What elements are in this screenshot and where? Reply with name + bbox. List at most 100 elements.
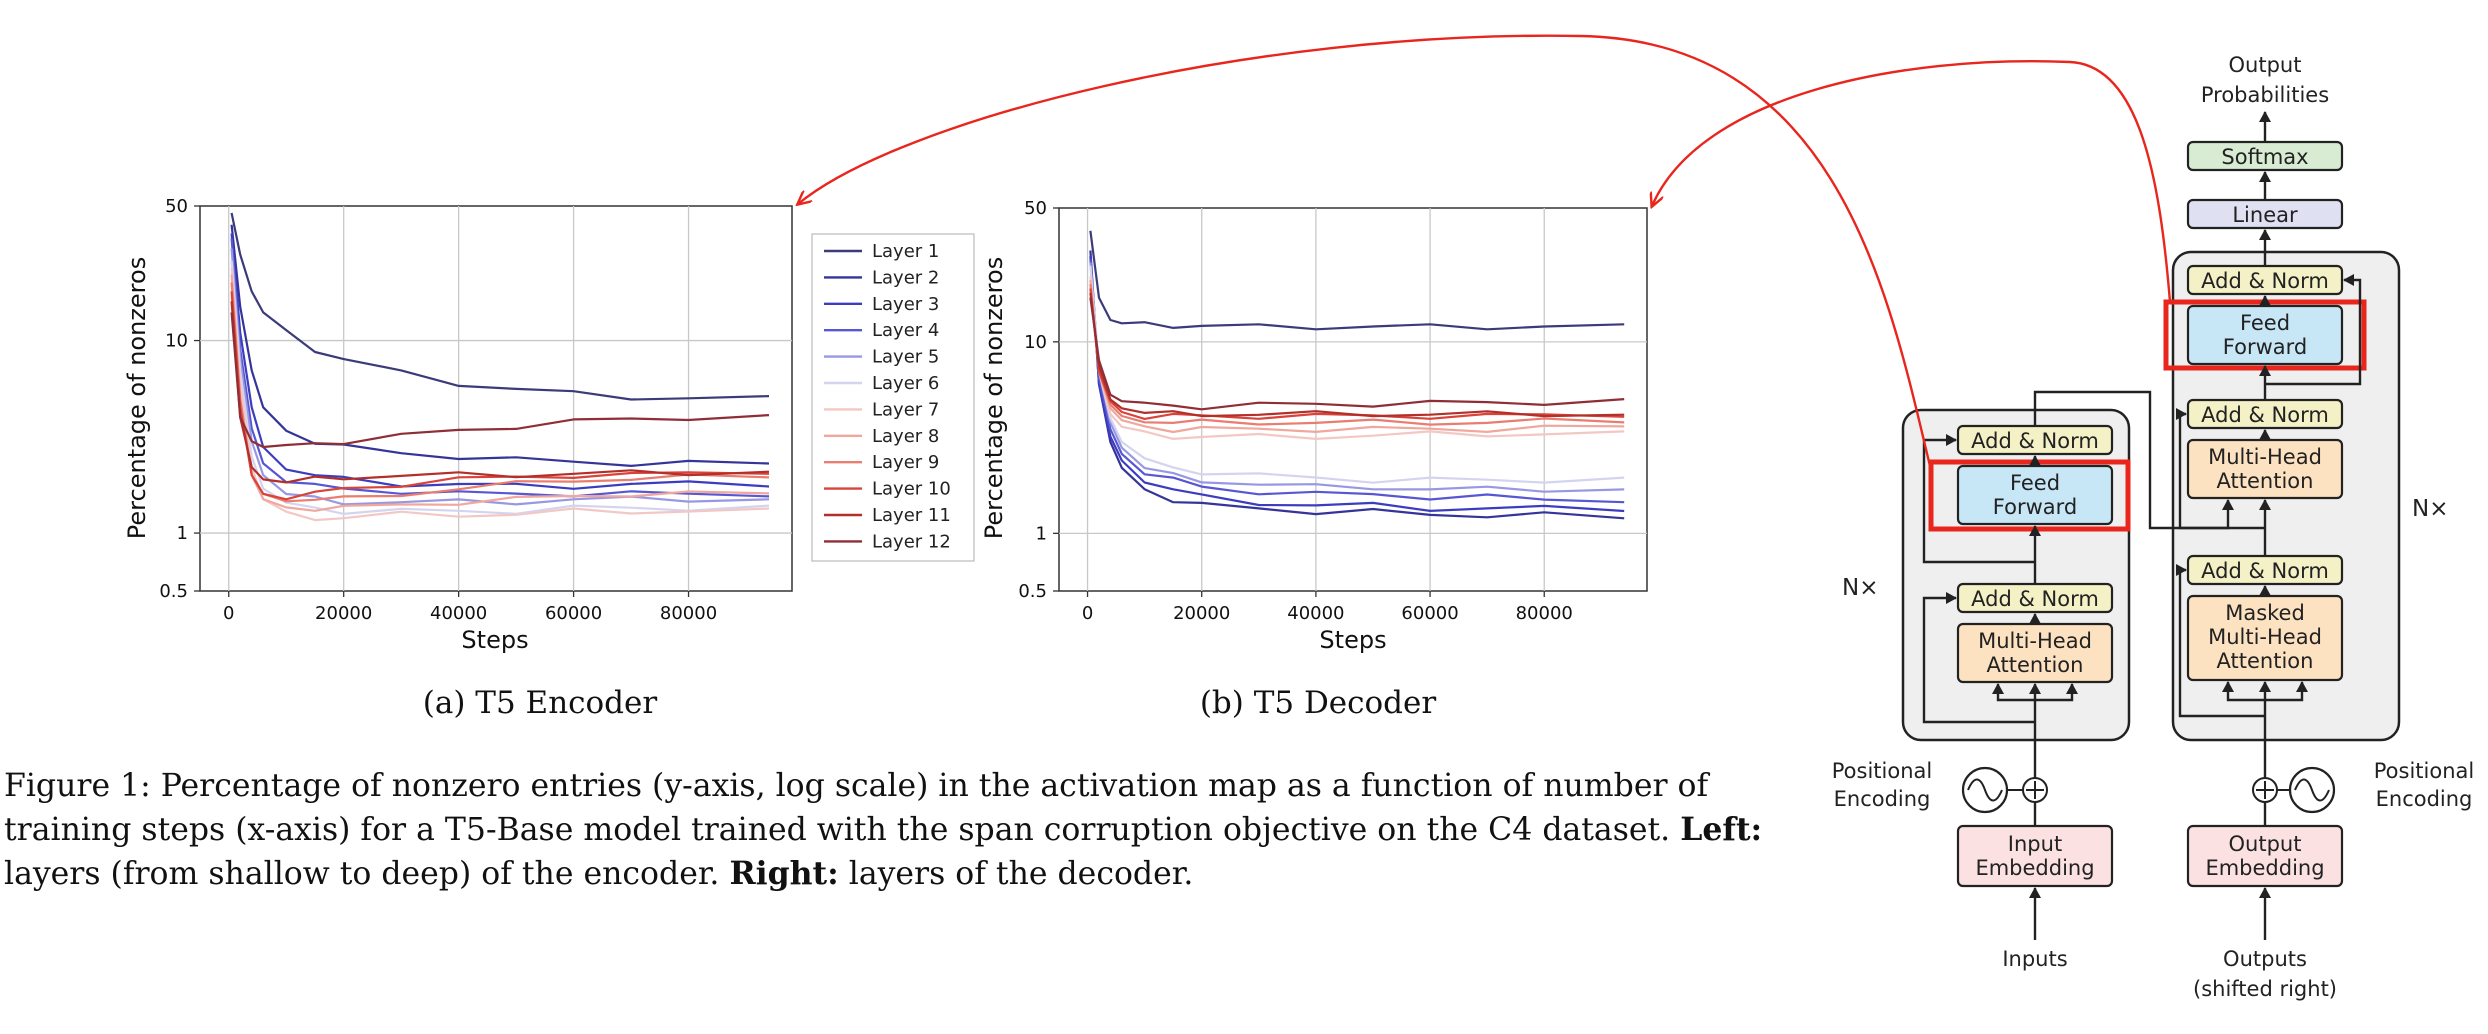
x-tick-labels: 0 20000 40000 60000 80000 — [1082, 591, 1573, 624]
linear-box: Linear — [2186, 198, 2344, 230]
legend-label: Layer 6 — [872, 373, 939, 394]
series-line-7 — [230, 267, 770, 522]
svg-text:Add & Norm: Add & Norm — [2201, 403, 2329, 427]
decoder-chart: 0 20000 40000 60000 80000 0.5 1 10 50 Steps Per… — [980, 198, 1648, 721]
series-line-7 — [1089, 276, 1625, 440]
grid-lines — [1059, 208, 1647, 591]
encoder-feed-forward: Feed Forward — [1956, 464, 2114, 526]
inputs-label: Inputs — [2002, 947, 2067, 971]
svg-text:Forward: Forward — [2223, 335, 2307, 359]
series-line-10 — [230, 291, 770, 501]
legend-label: Layer 12 — [872, 531, 951, 552]
x-tick-label: 0 — [1082, 603, 1093, 624]
legend-label: Layer 2 — [872, 267, 939, 288]
svg-text:Multi-Head: Multi-Head — [2208, 625, 2322, 649]
decoder-masked-attention: Masked Multi-Head Attention — [2186, 594, 2344, 682]
series-line-10 — [1089, 288, 1625, 420]
svg-text:Attention: Attention — [1987, 653, 2084, 677]
input-embedding-box: Input Embedding — [1956, 824, 2114, 888]
y-tick-label: 0.5 — [1018, 581, 1047, 602]
series-lines — [1089, 230, 1625, 520]
series-line-3 — [230, 233, 770, 490]
decoder-caption: (b) T5 Decoder — [1200, 685, 1437, 721]
svg-text:Add & Norm: Add & Norm — [1971, 587, 2099, 611]
svg-text:Add & Norm: Add & Norm — [1971, 429, 2099, 453]
add-icon — [2252, 777, 2278, 803]
x-axis-label: Steps — [461, 626, 528, 654]
x-tick-label: 40000 — [1287, 603, 1344, 624]
svg-text:Softmax: Softmax — [2221, 145, 2308, 169]
caption-text: Figure 1: Percentage of nonzero entries … — [4, 768, 1709, 848]
output-embedding-box: Output Embedding — [2186, 824, 2344, 888]
decoder-add-norm-bottom: Add & Norm — [2186, 554, 2344, 586]
x-tick-label: 20000 — [1173, 603, 1230, 624]
legend-label: Layer 1 — [872, 241, 939, 262]
svg-text:Multi-Head: Multi-Head — [1978, 629, 2092, 653]
add-icon — [2022, 777, 2048, 803]
series-line-1 — [1089, 230, 1625, 331]
series-line-6 — [1089, 265, 1625, 484]
caption-left-label: Left: — [1680, 811, 1763, 848]
series-line-9 — [1089, 284, 1625, 426]
svg-text:Masked: Masked — [2225, 601, 2305, 625]
outputs-label: Outputs — [2223, 947, 2307, 971]
transformer-diagram: Add & Norm Feed Forward Add & Norm Multi… — [798, 34, 2474, 1001]
encoder-chart: 0 20000 40000 60000 80000 0.5 1 10 50 Steps Per… — [123, 196, 975, 721]
x-tick-label: 20000 — [315, 603, 372, 624]
y-tick-labels: 0.5 1 10 50 — [159, 196, 200, 602]
legend-label: Layer 10 — [872, 479, 951, 500]
svg-text:Embedding: Embedding — [1975, 856, 2094, 880]
svg-text:Input: Input — [2008, 832, 2062, 856]
y-axis-label: Percentage of nonzeros — [123, 257, 151, 539]
positional-encoding-right: Positional — [2374, 759, 2474, 783]
x-axis-label: Steps — [1319, 626, 1386, 654]
legend-label: Layer 11 — [872, 505, 951, 526]
series-line-3 — [1089, 256, 1625, 513]
sine-wave-icon — [1961, 766, 2009, 814]
svg-text:Embedding: Embedding — [2205, 856, 2324, 880]
series-line-12 — [230, 312, 770, 449]
x-tick-label: 60000 — [545, 603, 602, 624]
legend: Layer 1 Layer 2 Layer 3 Layer 4 Layer 5 Layer… — [811, 233, 975, 562]
figure-caption: Figure 1: Percentage of nonzero entries … — [4, 764, 1794, 896]
encoder-ffn-arrow — [798, 34, 1932, 467]
svg-text:Forward: Forward — [1993, 495, 2077, 519]
series-line-12 — [1089, 297, 1625, 411]
series-line-2 — [230, 224, 770, 467]
positional-encoding-left-2: Encoding — [1834, 787, 1931, 811]
encoder-nx-label: N× — [1842, 575, 1878, 601]
encoder-multi-head-attention: Multi-Head Attention — [1956, 622, 2114, 684]
svg-text:Attention: Attention — [2217, 469, 2314, 493]
svg-text:Feed: Feed — [2240, 311, 2290, 335]
caption-right-label: Right: — [729, 855, 839, 892]
decoder-add-norm-top: Add & Norm — [2186, 264, 2344, 296]
series-line-11 — [1089, 292, 1625, 418]
x-tick-label: 40000 — [430, 603, 487, 624]
series-lines — [230, 212, 770, 522]
svg-text:Add & Norm: Add & Norm — [2201, 269, 2329, 293]
y-tick-label: 10 — [165, 331, 188, 352]
x-tick-label: 80000 — [660, 603, 717, 624]
x-tick-label: 80000 — [1516, 603, 1573, 624]
legend-label: Layer 4 — [872, 320, 939, 341]
positional-encoding-left: Positional — [1832, 759, 1932, 783]
positional-encoding-right-2: Encoding — [2376, 787, 2473, 811]
decoder-multi-head-attention: Multi-Head Attention — [2186, 438, 2344, 500]
decoder-ffn-arrow — [1652, 60, 2172, 303]
svg-text:Output: Output — [2229, 832, 2302, 856]
series-line-2 — [1089, 250, 1625, 520]
encoder-add-norm-top: Add & Norm — [1956, 424, 2114, 456]
x-tick-label: 60000 — [1401, 603, 1458, 624]
sine-wave-icon — [2288, 766, 2336, 814]
svg-text:Multi-Head: Multi-Head — [2208, 445, 2322, 469]
svg-text:Attention: Attention — [2217, 649, 2314, 673]
y-axis-label: Percentage of nonzeros — [980, 257, 1008, 539]
legend-label: Layer 3 — [872, 294, 939, 315]
series-line-5 — [1089, 262, 1625, 493]
series-line-4 — [230, 238, 770, 498]
y-tick-label: 0.5 — [159, 581, 188, 602]
y-tick-label: 1 — [1036, 523, 1047, 544]
svg-text:Feed: Feed — [2010, 471, 2060, 495]
plot-frame — [1058, 207, 1648, 592]
series-line-8 — [1089, 279, 1625, 434]
